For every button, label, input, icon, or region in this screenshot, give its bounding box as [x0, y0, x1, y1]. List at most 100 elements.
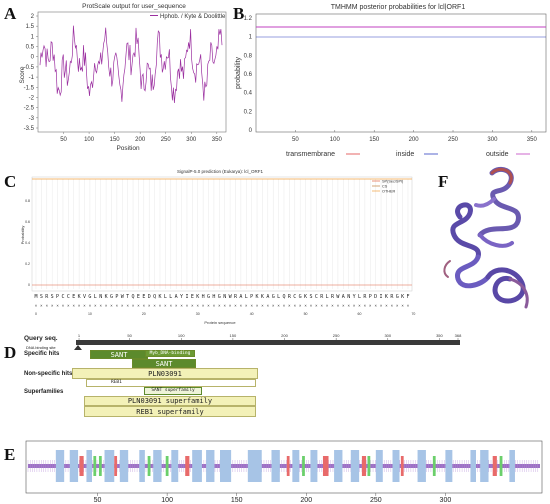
sequence-residue-marker: ×: [207, 303, 210, 308]
sequence-residue-marker: ×: [256, 303, 259, 308]
sequence-residue-marker: ×: [180, 303, 183, 308]
hydrophobicity-line: [39, 25, 223, 104]
protscale-ytick: 1: [31, 34, 35, 40]
sequence-residue: N: [347, 294, 350, 300]
protscale-ytick: -3: [29, 116, 35, 122]
sequence-residue-marker: ×: [164, 303, 167, 308]
tmhmm-ytick: 0.6: [244, 72, 253, 78]
sequence-residue: C: [61, 294, 64, 300]
tmhmm-title: TMHMM posterior probabilities for lcl|OR…: [331, 4, 466, 11]
sequence-residue-marker: ×: [267, 303, 270, 308]
reb1-superfamily-hit[interactable]: REB1 superfamily: [84, 406, 256, 417]
sequence-residue-marker: ×: [191, 303, 194, 308]
sequence-residue: K: [196, 294, 199, 300]
sant-hit-2[interactable]: SANT: [132, 359, 196, 368]
query-ruler-tick: 100: [178, 333, 185, 338]
tmhmm-xtick: 250: [448, 137, 459, 143]
signalp-xtick: 40: [250, 312, 254, 316]
helix-segment: [119, 450, 129, 482]
sequence-residue-marker: ×: [294, 303, 297, 308]
sequence-residue: A: [342, 294, 345, 300]
secondary-structure-xtick: 300: [440, 497, 452, 504]
protscale-xtick: 200: [135, 137, 146, 143]
sequence-residue: E: [137, 294, 140, 300]
sequence-residue-marker: ×: [40, 303, 43, 308]
sequence-residue-marker: ×: [186, 303, 189, 308]
sequence-residue: K: [401, 294, 404, 300]
sequence-residue-marker: ×: [337, 303, 340, 308]
sequence-residue-marker: ×: [283, 303, 286, 308]
sequence-residue: K: [304, 294, 307, 300]
signalp-xtick: 30: [196, 312, 200, 316]
sequence-residue: L: [277, 294, 280, 300]
query-ruler-tick: 250: [333, 333, 340, 338]
panel-label-b: B: [233, 4, 245, 23]
helix-segment: [470, 450, 476, 482]
sequence-residue: Q: [132, 294, 135, 300]
signalp-legend-item: SP(Sec/SPI): [382, 180, 404, 184]
sequence-residue: I: [380, 294, 383, 300]
sequence-residue: R: [288, 294, 292, 300]
sequence-residue-marker: ×: [89, 303, 92, 308]
query-ruler-tick: 300: [384, 333, 391, 338]
sequence-residue: C: [293, 294, 296, 300]
signalp-xtick: 70: [411, 312, 415, 316]
sant-superfamily-hit[interactable]: SANT superfamily: [144, 387, 202, 395]
specific-hits-label: Specific hits: [24, 351, 60, 357]
sequence-residue-marker: ×: [143, 303, 146, 308]
sequence-residue: L: [245, 294, 248, 300]
sequence-residue-marker: ×: [116, 303, 119, 308]
sant-hit-1[interactable]: SANT: [90, 350, 148, 359]
sequence-residue: K: [261, 294, 264, 300]
protscale-xtick: 50: [60, 137, 67, 143]
sequence-residue: M: [34, 294, 37, 300]
sequence-residue: P: [369, 294, 372, 300]
sequence-residue: P: [115, 294, 118, 300]
helix-segment: [310, 450, 318, 482]
sequence-residue: L: [358, 294, 361, 300]
sequence-residue: S: [40, 294, 43, 300]
protscale-legend: Hphob. / Kyte & Doolittle: [160, 14, 226, 20]
secondary-structure-xtick: 100: [161, 497, 173, 504]
protscale-ytick: 0.5: [26, 45, 35, 51]
query-seq-label: Query seq.: [24, 335, 58, 342]
sequence-residue: N: [223, 294, 226, 300]
sequence-residue-marker: ×: [67, 303, 70, 308]
sequence-residue-marker: ×: [342, 303, 345, 308]
turn-segment: [302, 456, 305, 476]
myb-dna-binding-hit[interactable]: Myb_DNA-binding: [145, 350, 195, 357]
sequence-residue-marker: ×: [304, 303, 307, 308]
sequence-residue-marker: ×: [229, 303, 232, 308]
sequence-residue-marker: ×: [223, 303, 226, 308]
pln03091-hit[interactable]: PLN03091: [72, 368, 258, 379]
superfamilies-label: Superfamilies: [24, 389, 64, 395]
strand-segment: [79, 456, 84, 476]
protscale-xtick: 350: [212, 137, 223, 143]
sequence-residue-marker: ×: [110, 303, 113, 308]
pln03091-superfamily-hit[interactable]: PLN03091 superfamily: [84, 396, 256, 406]
signalp-legend-item: OTHER: [382, 190, 396, 194]
turn-segment: [367, 456, 371, 476]
reb1-small-hit[interactable]: REB1: [86, 379, 256, 387]
sequence-residue-marker: ×: [331, 303, 334, 308]
tmhmm-xtick: 300: [487, 137, 498, 143]
query-ruler-tick: 1: [78, 333, 81, 338]
protscale-ytick: 1.5: [26, 24, 35, 30]
sequence-residue: L: [94, 294, 97, 300]
sequence-residue: G: [396, 294, 399, 300]
sequence-residue: Y: [353, 294, 356, 300]
sequence-residue-marker: ×: [358, 303, 361, 308]
helix-segment: [417, 450, 426, 482]
panel-label-e: E: [4, 445, 16, 464]
strand-segment: [185, 456, 190, 476]
sequence-residue: A: [266, 294, 269, 300]
sequence-residue-marker: ×: [213, 303, 216, 308]
sequence-residue: L: [169, 294, 172, 300]
sequence-residue: G: [218, 294, 221, 300]
helix-segment: [392, 450, 400, 482]
sequence-residue: E: [191, 294, 194, 300]
sequence-residue: E: [72, 294, 75, 300]
sequence-residue-marker: ×: [148, 303, 151, 308]
protscale-ylabel: Score: [19, 66, 26, 83]
sequence-residue: Y: [180, 294, 183, 300]
